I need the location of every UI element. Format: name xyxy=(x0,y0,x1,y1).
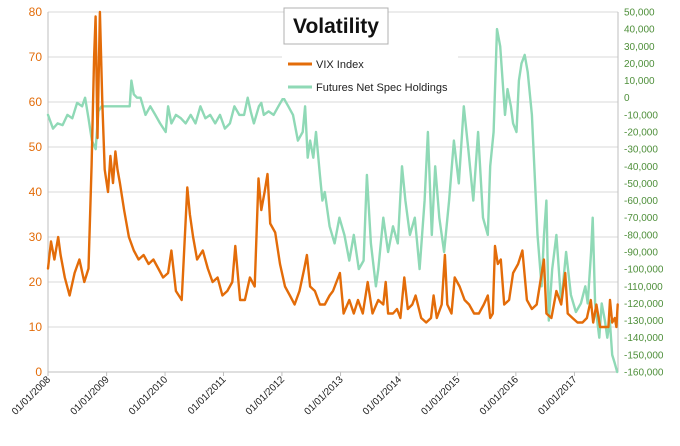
right-tick-label: -90,000 xyxy=(624,248,658,259)
left-tick-label: 70 xyxy=(29,50,43,64)
chart-title: Volatility xyxy=(293,15,379,38)
right-tick-label: -120,000 xyxy=(624,299,664,310)
right-axis-ticks: -160,000 -150,000 -140,000 -130,000 -120,000… xyxy=(624,8,664,379)
right-tick-label: -80,000 xyxy=(624,230,658,241)
left-tick-label: 10 xyxy=(29,320,43,334)
right-tick-label: -130,000 xyxy=(624,316,664,327)
legend-label-futures: Futures Net Spec Holdings xyxy=(316,82,448,94)
title-frame xyxy=(283,7,389,45)
right-tick-label: 20,000 xyxy=(624,59,655,70)
left-axis-ticks: 0 10 20 30 40 50 60 70 80 xyxy=(29,5,43,379)
legend-label-vix: VIX Index xyxy=(316,59,364,71)
left-tick-label: 80 xyxy=(29,5,43,19)
left-tick-label: 50 xyxy=(29,140,43,154)
right-tick-label: -40,000 xyxy=(624,162,658,173)
right-tick-label: -70,000 xyxy=(624,213,658,224)
right-tick-label: 40,000 xyxy=(624,25,655,36)
right-tick-label: 10,000 xyxy=(624,76,655,87)
right-tick-label: -100,000 xyxy=(624,265,664,276)
right-tick-label: -10,000 xyxy=(624,110,658,121)
left-tick-label: 60 xyxy=(29,95,43,109)
right-tick-label: -60,000 xyxy=(624,196,658,207)
legend-box xyxy=(282,52,458,98)
left-tick-label: 0 xyxy=(35,365,42,379)
right-tick-label: -110,000 xyxy=(624,282,663,293)
right-tick-label: 0 xyxy=(624,93,630,104)
futures-net-spec-holdings-series xyxy=(46,27,619,374)
right-tick-label: -30,000 xyxy=(624,145,658,156)
right-tick-label: -50,000 xyxy=(624,179,658,190)
vix-index-series xyxy=(46,10,619,329)
right-tick-label: 50,000 xyxy=(624,8,655,19)
right-tick-label: -140,000 xyxy=(624,333,664,344)
futures-net-spec-holdings-line xyxy=(46,27,619,374)
right-tick-label: -160,000 xyxy=(624,368,664,379)
right-tick-label: -150,000 xyxy=(624,350,664,361)
right-tick-label: -20,000 xyxy=(624,128,658,139)
right-tick-label: 30,000 xyxy=(624,42,655,53)
left-tick-label: 30 xyxy=(29,230,43,244)
title-box: Volatility xyxy=(283,7,389,45)
vix-index-line xyxy=(46,10,619,329)
left-tick-label: 40 xyxy=(29,185,43,199)
left-tick-label: 20 xyxy=(29,275,43,289)
legend: VIX Index Futures Net Spec Holdings xyxy=(282,52,458,98)
